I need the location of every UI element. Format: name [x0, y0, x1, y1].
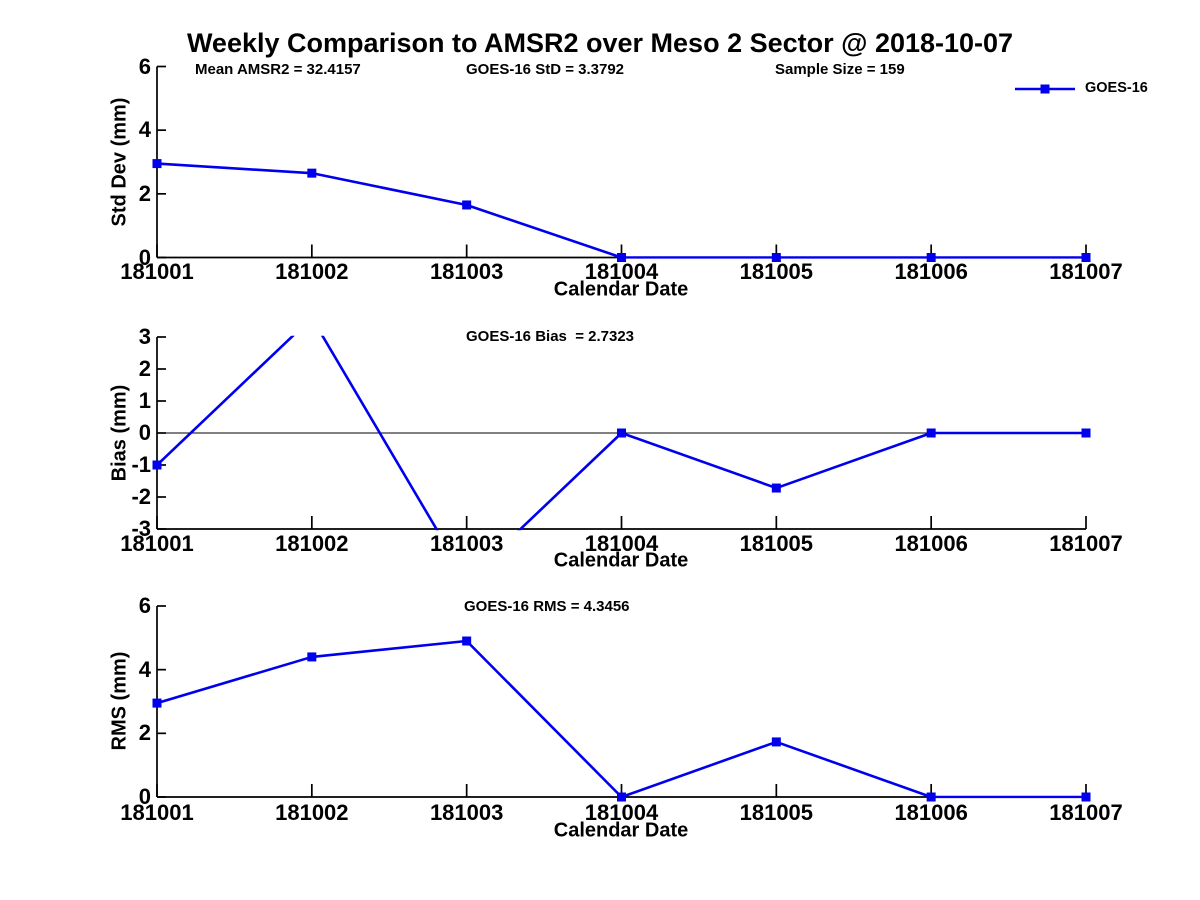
data-point-marker — [307, 168, 317, 178]
x-tick-label: 181007 — [1049, 531, 1123, 556]
data-point-marker — [617, 792, 626, 802]
x-tick-label: 181002 — [275, 800, 349, 825]
legend-label: GOES-16 — [1085, 80, 1148, 96]
data-point-marker — [771, 483, 781, 493]
y-tick-label: -1 — [131, 452, 151, 477]
data-point-marker — [307, 652, 317, 662]
series-line-goes-16 — [157, 639, 1086, 799]
y-tick-label: 3 — [138, 324, 151, 349]
x-tick-label: 181004 — [584, 800, 659, 825]
x-tick-label: 181004 — [584, 531, 659, 556]
figure-title: Weekly Comparison to AMSR2 over Meso 2 S… — [186, 28, 1014, 58]
x-tick-label: 181003 — [429, 800, 504, 825]
data-point-marker — [926, 428, 936, 438]
data-point-marker — [617, 428, 626, 438]
annotation-goes16-bias: GOES-16 Bias = 2.7323 — [466, 328, 635, 345]
y-tick-label: 0 — [138, 244, 151, 270]
y-tick-label: 2 — [138, 720, 151, 746]
x-tick-label: 181003 — [429, 531, 504, 556]
y-tick-label: 4 — [138, 656, 151, 682]
annotation-mean-amsr2: Mean AMSR2 = 32.4157 — [195, 61, 361, 78]
y-tick-label: 0 — [138, 784, 151, 809]
y-tick-label: -2 — [131, 484, 151, 509]
x-tick-label: 181007 — [1049, 800, 1123, 825]
x-tick-label: 181005 — [739, 531, 814, 556]
data-point-marker — [1081, 792, 1091, 802]
data-point-marker — [926, 792, 936, 802]
subplot-bias — [152, 335, 1091, 531]
x-tick-label: 181001 — [120, 259, 194, 284]
legend: GOES-16 — [1014, 80, 1148, 96]
x-tick-label: 181002 — [275, 531, 349, 556]
data-point-marker — [152, 159, 162, 169]
x-tick-label: 181003 — [429, 259, 504, 284]
x-tick-label: 181001 — [120, 800, 194, 825]
y-tick-label: 1 — [138, 388, 151, 413]
data-point-marker — [462, 636, 472, 646]
data-point-marker — [771, 253, 781, 262]
data-point-marker — [926, 253, 936, 262]
x-tick-label: 181002 — [275, 259, 349, 284]
annotation-goes16-rms: GOES-16 RMS = 4.3456 — [464, 598, 630, 615]
x-tick-label: 181004 — [584, 259, 659, 284]
legend-line-sample — [1015, 84, 1075, 93]
xaxis-label-2: Calendar Date — [553, 549, 689, 572]
x-tick-label: 181006 — [894, 259, 968, 284]
y-tick-label: 2 — [138, 356, 151, 381]
data-point-marker — [152, 698, 162, 708]
x-tick-label: 181006 — [894, 800, 968, 825]
x-tick-label: 181001 — [120, 531, 194, 556]
subplot-rms — [152, 605, 1091, 802]
y-tick-label: -3 — [131, 516, 151, 541]
data-point-marker — [771, 737, 781, 747]
data-point-marker — [1081, 253, 1091, 262]
y-tick-label: 4 — [138, 117, 151, 143]
legend-marker-icon — [1040, 84, 1050, 93]
xaxis-label-3: Calendar Date — [553, 819, 689, 842]
data-point-marker — [152, 460, 162, 470]
data-point-marker — [617, 253, 626, 262]
x-tick-label: 181005 — [739, 800, 814, 825]
data-point-marker — [1081, 428, 1091, 438]
x-tick-label: 181007 — [1049, 259, 1123, 284]
series-line-goes-16 — [157, 162, 1086, 259]
subplot-std-dev — [152, 65, 1091, 262]
x-tick-label: 181005 — [739, 259, 814, 284]
y-tick-label: 2 — [138, 180, 151, 206]
data-point-marker — [462, 200, 472, 210]
y-tick-label: 6 — [138, 53, 151, 79]
y-tick-label: 6 — [138, 593, 151, 618]
xaxis-label-1: Calendar Date — [553, 278, 689, 301]
x-tick-label: 181006 — [894, 531, 968, 556]
annotation-sample-size: Sample Size = 159 — [775, 61, 905, 78]
y-tick-label: 0 — [138, 420, 151, 445]
annotation-goes16-std: GOES-16 StD = 3.3792 — [466, 61, 624, 78]
